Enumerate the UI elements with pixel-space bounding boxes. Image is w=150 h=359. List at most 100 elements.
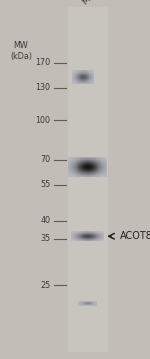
Bar: [89, 159, 90, 160]
Bar: [78, 165, 79, 166]
Bar: [75, 159, 76, 160]
Bar: [81, 175, 82, 176]
Bar: [89, 168, 90, 169]
Bar: [101, 174, 102, 175]
Bar: [106, 166, 107, 167]
Bar: [92, 161, 93, 162]
Bar: [75, 79, 76, 80]
Bar: [96, 171, 97, 172]
Bar: [92, 170, 93, 171]
Bar: [88, 168, 89, 169]
Bar: [77, 74, 78, 75]
Bar: [69, 157, 70, 158]
Bar: [106, 165, 107, 166]
Bar: [103, 163, 104, 164]
Bar: [86, 157, 87, 158]
Bar: [85, 171, 86, 172]
Bar: [72, 80, 73, 81]
Bar: [78, 70, 79, 71]
Bar: [90, 79, 91, 80]
Bar: [100, 157, 101, 158]
Bar: [97, 173, 98, 174]
Bar: [78, 79, 79, 80]
Bar: [82, 76, 83, 77]
Bar: [74, 164, 75, 165]
Bar: [105, 157, 106, 158]
Bar: [82, 161, 83, 162]
Bar: [71, 161, 72, 162]
Bar: [100, 167, 101, 168]
Bar: [101, 172, 102, 173]
Bar: [79, 80, 80, 81]
Bar: [92, 72, 93, 73]
Bar: [98, 171, 99, 172]
Bar: [90, 83, 91, 84]
Bar: [81, 174, 82, 175]
Bar: [78, 168, 79, 169]
Bar: [91, 72, 92, 73]
Bar: [73, 158, 74, 159]
Bar: [82, 168, 83, 169]
Bar: [89, 73, 90, 74]
Text: 130: 130: [35, 83, 50, 93]
Bar: [81, 157, 82, 158]
Bar: [84, 160, 85, 161]
Bar: [88, 78, 89, 79]
Bar: [85, 157, 86, 158]
Bar: [79, 176, 80, 177]
Bar: [82, 158, 83, 159]
Bar: [105, 175, 106, 176]
Bar: [85, 159, 86, 160]
Bar: [90, 78, 91, 79]
Bar: [70, 161, 71, 162]
Bar: [70, 164, 71, 165]
Bar: [100, 159, 101, 160]
Bar: [96, 160, 97, 161]
Bar: [87, 163, 88, 164]
Bar: [73, 167, 74, 168]
Bar: [84, 162, 85, 163]
Bar: [90, 161, 91, 162]
Bar: [81, 166, 82, 167]
Bar: [91, 70, 92, 71]
Bar: [93, 174, 94, 175]
Bar: [72, 163, 73, 164]
Bar: [103, 168, 104, 169]
Bar: [80, 172, 81, 173]
Bar: [96, 169, 97, 170]
Bar: [90, 76, 91, 77]
Bar: [95, 157, 96, 158]
Bar: [75, 170, 76, 171]
Bar: [78, 80, 79, 81]
Bar: [88, 158, 89, 159]
Bar: [86, 163, 87, 164]
Bar: [72, 161, 73, 162]
Bar: [92, 157, 93, 158]
Bar: [76, 83, 77, 84]
Bar: [75, 73, 76, 74]
Bar: [102, 171, 103, 172]
Bar: [72, 75, 73, 76]
Bar: [99, 161, 100, 162]
Bar: [85, 80, 86, 81]
Bar: [92, 81, 93, 82]
Bar: [84, 75, 85, 76]
Bar: [82, 80, 83, 81]
Bar: [91, 166, 92, 167]
Bar: [75, 70, 76, 71]
Bar: [84, 169, 85, 170]
Text: 170: 170: [35, 58, 50, 67]
Bar: [75, 174, 76, 175]
Bar: [87, 158, 88, 159]
Bar: [73, 160, 74, 161]
Bar: [95, 168, 96, 169]
Bar: [77, 163, 78, 164]
Bar: [82, 172, 83, 173]
Bar: [81, 169, 82, 170]
Bar: [106, 159, 107, 160]
Bar: [93, 165, 94, 166]
Bar: [75, 172, 76, 173]
Bar: [80, 75, 81, 76]
Bar: [75, 176, 76, 177]
Bar: [87, 174, 88, 175]
